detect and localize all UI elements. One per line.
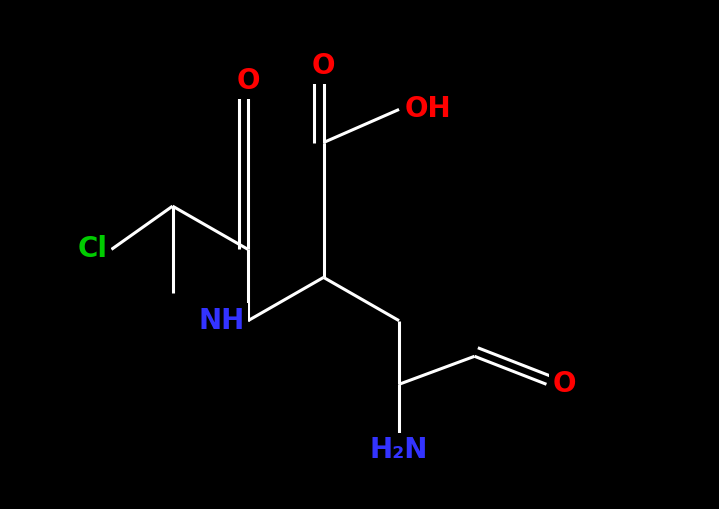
Text: O: O: [312, 52, 335, 80]
Text: O: O: [552, 370, 576, 399]
Text: O: O: [237, 67, 260, 96]
Text: H₂N: H₂N: [370, 436, 429, 465]
Text: Cl: Cl: [78, 235, 108, 264]
Text: NH: NH: [198, 306, 244, 335]
Text: OH: OH: [405, 95, 452, 124]
